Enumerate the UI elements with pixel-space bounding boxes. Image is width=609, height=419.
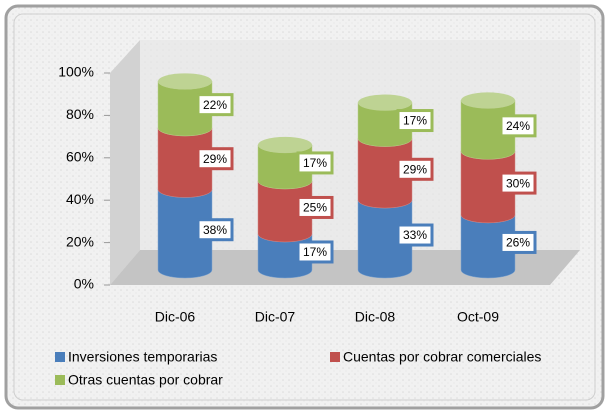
y-tick-label: 60% xyxy=(66,149,94,165)
y-tick-label: 100% xyxy=(58,64,94,80)
value-label: 17% xyxy=(403,114,427,128)
value-label-box xyxy=(499,114,537,138)
value-label: 17% xyxy=(303,245,327,259)
value-label: 26% xyxy=(506,236,530,250)
value-label: 29% xyxy=(203,152,227,166)
x-tick-label: Dic-08 xyxy=(355,309,396,325)
value-label-box xyxy=(499,230,537,254)
value-label-box xyxy=(396,223,434,247)
value-label-box xyxy=(396,157,434,181)
value-label-box xyxy=(396,109,434,133)
value-label: 24% xyxy=(506,119,530,133)
cylinder-cap xyxy=(158,73,212,90)
cylinder-cap xyxy=(258,136,312,153)
legend-swatch xyxy=(55,375,65,385)
value-label-box xyxy=(196,218,234,242)
value-label: 22% xyxy=(203,98,227,112)
x-tick-label: Dic-07 xyxy=(255,309,296,325)
value-label-box xyxy=(296,195,334,219)
legend-swatch xyxy=(330,352,340,362)
side-wall xyxy=(110,40,140,285)
legend-label: Otras cuentas por cobrar xyxy=(68,372,223,388)
value-label: 29% xyxy=(403,162,427,176)
value-label-box xyxy=(296,151,334,175)
value-label: 17% xyxy=(303,156,327,170)
y-tick-label: 0% xyxy=(74,276,94,292)
value-label: 30% xyxy=(506,176,530,190)
cylinder-cap xyxy=(461,92,515,109)
cylinder-cap xyxy=(358,94,412,111)
value-label-box xyxy=(499,171,537,195)
value-label-box xyxy=(196,93,234,117)
value-label-box xyxy=(196,147,234,171)
value-label: 25% xyxy=(303,201,327,215)
value-label-box xyxy=(296,240,334,264)
x-tick-label: Dic-06 xyxy=(155,309,196,325)
x-tick-label: Oct-09 xyxy=(457,309,499,325)
value-label: 33% xyxy=(403,228,427,242)
legend-swatch xyxy=(55,352,65,362)
legend-label: Cuentas por cobrar comerciales xyxy=(343,349,541,365)
y-tick-label: 80% xyxy=(66,106,94,122)
inner-frame xyxy=(13,13,596,401)
value-label: 38% xyxy=(203,223,227,237)
legend-label: Inversiones temporarias xyxy=(68,349,217,365)
y-tick-label: 40% xyxy=(66,191,94,207)
y-tick-label: 20% xyxy=(66,233,94,249)
